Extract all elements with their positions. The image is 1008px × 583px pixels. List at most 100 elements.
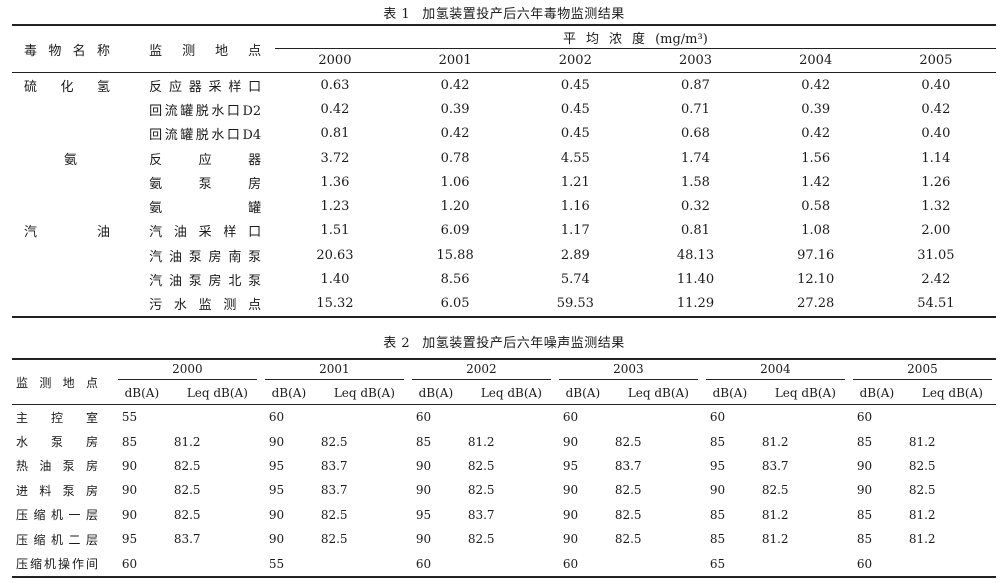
subheader-leq: Leq dB(A): [161, 382, 261, 405]
db-value: 85: [709, 434, 726, 449]
year-header: 2000: [274, 48, 396, 73]
concentration-value: 2.00: [921, 223, 951, 239]
db-value: 60: [415, 410, 432, 425]
toxic-monitoring-table: 毒物名称 监测地点 平均浓度(mg/m³) 2000 2001 2002 2003 20…: [12, 24, 996, 318]
concentration-value: 1.26: [921, 174, 951, 190]
toxin-name: [12, 267, 149, 291]
concentration-value: 48.13: [676, 247, 715, 263]
leq-value: 83.7: [761, 458, 789, 473]
leq-value: 83.7: [467, 507, 495, 522]
concentration-value: 1.51: [320, 223, 350, 239]
db-value: 90: [562, 434, 579, 449]
db-value: 95: [415, 507, 432, 522]
leq-value: 82.5: [761, 483, 789, 498]
year-header: 2002: [515, 48, 636, 73]
leq-value: [897, 405, 996, 430]
concentration-value: 0.42: [440, 126, 470, 142]
leq-value: 82.5: [467, 458, 495, 473]
table1-caption-title: 加氢装置投产后六年毒物监测结果: [422, 7, 625, 22]
concentration-value: 1.20: [440, 199, 470, 215]
leq-value: [603, 551, 702, 576]
subheader-db: dB(A): [701, 382, 750, 405]
monitoring-location: 汽油泵房南泵: [149, 249, 262, 265]
leq-value: 82.5: [173, 507, 201, 522]
leq-value: 82.5: [320, 434, 348, 449]
db-value: 90: [856, 483, 873, 498]
concentration-value: 0.42: [440, 77, 470, 93]
concentration-value: 0.42: [801, 77, 831, 93]
db-value: 90: [709, 483, 726, 498]
leq-value: 83.7: [614, 458, 642, 473]
table-row: 主控室 55 60 60 60 60 60: [12, 405, 996, 430]
concentration-value: 1.58: [681, 174, 710, 190]
column-header-location: 监测地点: [149, 25, 275, 73]
db-value: 55: [121, 410, 138, 425]
concentration-value: 0.40: [921, 126, 951, 142]
concentration-value: 1.56: [801, 150, 831, 166]
concentration-value: 6.05: [440, 296, 470, 312]
db-value: 95: [268, 458, 285, 473]
concentration-value: 0.58: [801, 199, 831, 215]
leq-value: 82.5: [173, 458, 201, 473]
toxin-name: 硫化氢: [24, 79, 110, 95]
concentration-value: 1.14: [921, 150, 951, 166]
db-value: 60: [415, 556, 432, 571]
concentration-value: 8.56: [440, 272, 470, 288]
concentration-value: 31.05: [917, 247, 955, 263]
concentration-value: 0.81: [681, 223, 710, 239]
concentration-value: 2.42: [921, 272, 951, 288]
monitoring-location: 汽油泵房北泵: [149, 274, 262, 290]
monitoring-location: 压缩机操作间: [16, 557, 98, 572]
leq-value: 82.5: [467, 532, 495, 547]
concentration-value: 27.28: [797, 296, 835, 312]
table-row: 汽油泵房南泵 20.63 15.88 2.89 48.13 97.16 31.05: [12, 243, 996, 267]
monitoring-location: 污水监测点: [149, 298, 262, 314]
db-value: 90: [562, 483, 579, 498]
concentration-value: 0.42: [320, 101, 350, 117]
table-row: 氨泵房 1.36 1.06 1.21 1.58 1.42 1.26: [12, 170, 996, 194]
db-value: 90: [121, 458, 138, 473]
db-value: 90: [121, 507, 138, 522]
toxin-name: [12, 170, 149, 194]
concentration-value: 0.71: [681, 101, 710, 117]
leq-value: 83.7: [320, 483, 348, 498]
monitoring-location: 水泵房: [16, 435, 98, 450]
concentration-value: 0.87: [681, 77, 710, 93]
monitoring-location: 压缩机二层: [16, 532, 98, 547]
db-value: 90: [268, 532, 285, 547]
db-value: 90: [415, 532, 432, 547]
toxin-name: 汽油: [24, 225, 110, 241]
db-value: 60: [709, 410, 726, 425]
concentration-value: 0.68: [681, 126, 710, 142]
table-row: 压缩机操作间 60 55 60 60 65 60: [12, 551, 996, 576]
concentration-value: 3.72: [320, 150, 350, 166]
leq-value: [750, 551, 849, 576]
monitoring-location: 反应器采样口: [149, 79, 262, 95]
subheader-db: dB(A): [260, 382, 309, 405]
subheader-db: dB(A): [554, 382, 603, 405]
db-value: 85: [709, 507, 726, 522]
leq-value: [162, 551, 261, 576]
db-value: 65: [709, 556, 726, 571]
table-row: 硫化氢 反应器采样口 0.63 0.42 0.45 0.87 0.42 0.40: [12, 73, 996, 98]
concentration-value: 0.40: [921, 77, 951, 93]
db-value: 60: [121, 556, 138, 571]
concentration-value: 1.36: [320, 174, 350, 190]
subheader-leq: Leq dB(A): [749, 382, 849, 405]
toxin-name: [12, 97, 149, 121]
concentration-value: 0.39: [440, 101, 470, 117]
db-value: 90: [562, 507, 579, 522]
leq-value: [162, 405, 261, 430]
column-header-location: 监测地点: [12, 359, 114, 405]
concentration-value: 0.42: [801, 126, 831, 142]
leq-value: 82.5: [320, 507, 348, 522]
year-header: 2004: [755, 48, 876, 73]
concentration-value: 5.74: [560, 272, 590, 288]
table-row: 压缩机二层 95 83.7 90 82.5 90 82.5 90 82.5 85 81.2 85 81.…: [12, 527, 996, 551]
leq-value: 81.2: [467, 434, 495, 449]
concentration-value: 0.45: [560, 126, 590, 142]
leq-value: 82.5: [614, 483, 642, 498]
concentration-value: 0.42: [921, 101, 951, 117]
concentration-value: 11.40: [676, 272, 715, 288]
table-row: 进料泵房 90 82.5 95 83.7 90 82.5 90 82.5 90 82.5 90 82.5: [12, 478, 996, 502]
